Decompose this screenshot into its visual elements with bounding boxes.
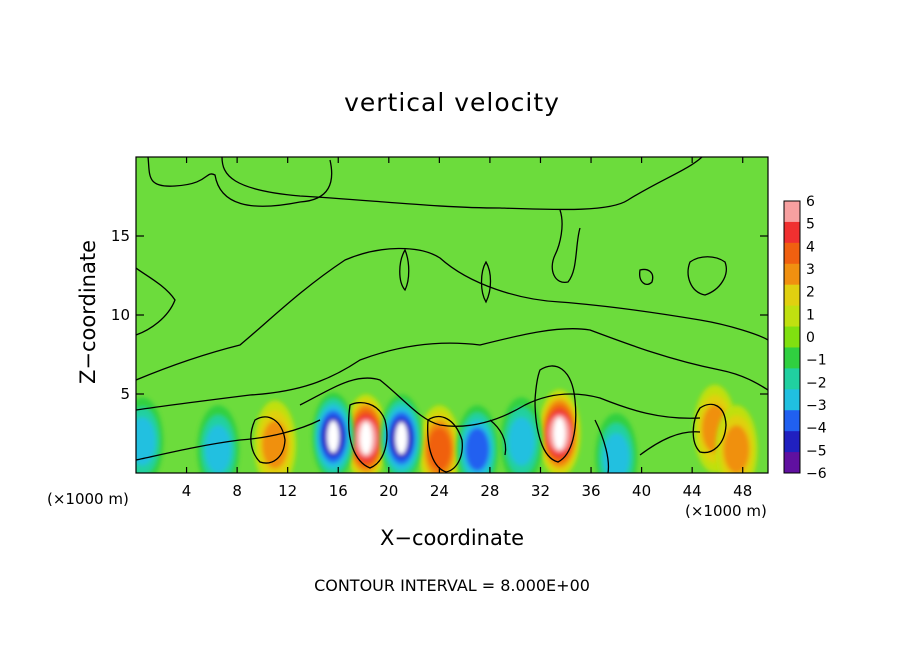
x-axis-label: X−coordinate <box>380 526 524 550</box>
contour-line <box>299 377 701 427</box>
x-tick-label: 24 <box>430 482 449 500</box>
contour-line <box>136 247 768 381</box>
colorbar-tick-label: 4 <box>806 239 815 255</box>
y-tick-label: 5 <box>120 385 130 403</box>
updraft-core <box>360 422 373 455</box>
contour-line <box>639 268 654 285</box>
y-tick-label: 15 <box>111 227 130 245</box>
colorbar-swatch <box>784 201 800 223</box>
colorbar-swatch <box>784 221 800 244</box>
contour-line <box>250 416 286 464</box>
y-ticks: 5 10 15 <box>111 227 768 403</box>
x-unit-left: (×1000 m) <box>47 490 129 508</box>
colorbar-tick-label: −6 <box>806 466 827 482</box>
contour-line <box>489 419 507 456</box>
downdraft-level <box>205 425 232 473</box>
colorbar-tick-label: −2 <box>806 375 827 391</box>
downdraft-level <box>603 433 630 473</box>
x-tick-label: 28 <box>480 482 499 500</box>
downdraft-cell <box>456 405 499 473</box>
contour-interval-note: CONTOUR INTERVAL = 8.000E+00 <box>314 576 590 595</box>
contour-line <box>551 209 581 283</box>
downdraft-cell <box>197 405 240 473</box>
downdraft-cell <box>500 397 543 473</box>
velocity-features <box>136 384 758 473</box>
colorbar-swatch <box>784 431 800 453</box>
x-tick-label: 40 <box>632 482 651 500</box>
colorbar-swatch <box>784 242 800 265</box>
colorbar-swatch <box>784 263 800 286</box>
colorbar-tick-label: 5 <box>806 217 815 233</box>
updraft-cell <box>254 400 297 473</box>
colorbar-tick-label: −3 <box>806 398 827 414</box>
downdraft-cell <box>595 413 638 473</box>
contour-line <box>136 328 768 411</box>
colorbar-swatch <box>784 410 800 432</box>
contour-line <box>136 419 321 461</box>
downdraft-level <box>136 417 156 466</box>
updraft-level <box>427 427 452 471</box>
contour-line <box>534 365 577 463</box>
contour-line <box>692 403 727 454</box>
contour-line <box>136 267 176 336</box>
x-tick-label: 20 <box>379 482 398 500</box>
downdraft-core <box>327 420 340 453</box>
colorbar-tick-label: 2 <box>806 285 815 301</box>
downdraft-cell <box>312 392 355 473</box>
x-tick-label: 16 <box>329 482 348 500</box>
contour-line <box>687 256 727 296</box>
colorbar-swatch <box>784 284 800 307</box>
colorbar-tick-label: 6 <box>806 194 815 210</box>
x-tick-label: 32 <box>531 482 550 500</box>
updraft-cell <box>538 389 581 473</box>
contour-line <box>594 419 610 473</box>
colorbar-tick-label: −4 <box>806 421 827 437</box>
colorbar-frame <box>783 200 801 474</box>
updraft-level <box>723 425 750 473</box>
x-tick-label: 12 <box>278 482 297 500</box>
colorbar-swatch <box>784 368 800 390</box>
downdraft-level <box>508 417 535 466</box>
contour-lines <box>136 157 768 473</box>
colorbar-tick-label: −5 <box>806 443 827 459</box>
updraft-cell <box>715 405 758 473</box>
downdraft-level <box>465 427 490 471</box>
chart-title: vertical velocity <box>344 88 560 117</box>
colorbar-tick-label: 3 <box>806 262 815 278</box>
updraft-level <box>262 420 289 469</box>
downdraft-core <box>395 422 408 455</box>
colorbar-tick-label: 0 <box>806 330 815 346</box>
x-tick-label: 8 <box>232 482 242 500</box>
x-tick-label: 48 <box>733 482 752 500</box>
y-tick-label: 10 <box>111 306 130 324</box>
colorbar-tick-label: 1 <box>806 307 815 323</box>
colorbar-swatch <box>784 326 800 348</box>
x-unit-right: (×1000 m) <box>685 502 767 520</box>
contour-line <box>147 157 333 207</box>
x-ticks: 4 8 12 16 20 24 28 32 36 40 44 48 <box>182 157 752 500</box>
contour-line <box>639 431 701 456</box>
colorbar-swatch <box>784 305 800 328</box>
x-tick-label: 36 <box>581 482 600 500</box>
contour-line <box>348 402 388 469</box>
colorbar: 6 5 4 3 2 1 0 −1 −2 −3 −4 −5 −6 <box>783 194 827 482</box>
contour-line <box>221 157 703 211</box>
updraft-core <box>553 417 566 450</box>
downdraft-cell <box>136 397 164 473</box>
colorbar-swatch <box>784 389 800 411</box>
x-tick-label: 4 <box>182 482 192 500</box>
contour-line <box>427 416 463 473</box>
downdraft-cell <box>380 394 423 473</box>
colorbar-tick-label: −1 <box>806 353 827 369</box>
contour-line <box>480 260 492 304</box>
contour-line <box>399 248 410 292</box>
x-tick-label: 44 <box>683 482 702 500</box>
plot-frame <box>135 156 769 474</box>
colorbar-swatch <box>784 347 800 369</box>
updraft-cell <box>418 405 461 473</box>
colorbar-swatch <box>784 452 800 474</box>
